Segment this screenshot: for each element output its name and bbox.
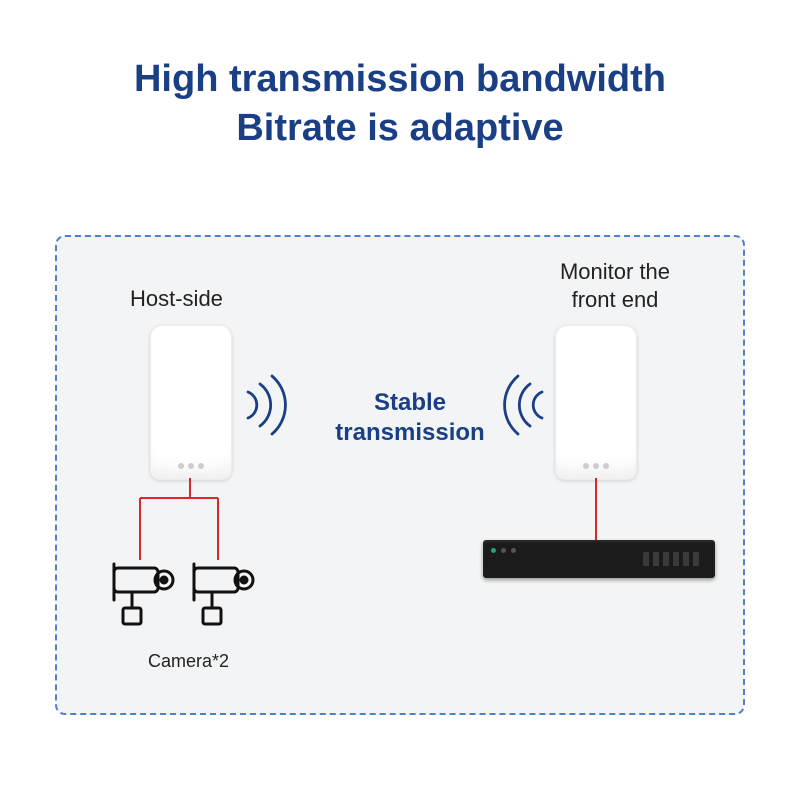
stable-line2: transmission bbox=[335, 419, 484, 446]
signal-waves-left-icon bbox=[240, 370, 300, 440]
label-monitor-line2: front end bbox=[572, 287, 659, 312]
heading-block: High transmission bandwidth Bitrate is a… bbox=[0, 0, 800, 154]
stable-line1: Stable bbox=[374, 389, 446, 416]
signal-waves-right-icon bbox=[490, 370, 550, 440]
cable-right bbox=[590, 478, 610, 544]
wireless-bridge-left bbox=[150, 325, 232, 480]
heading-line2: Bitrate is adaptive bbox=[0, 104, 800, 153]
camera-icon-1 bbox=[108, 558, 178, 638]
nvr-device-icon bbox=[483, 540, 715, 578]
label-monitor-front-end: Monitor the front end bbox=[540, 258, 690, 313]
cable-left bbox=[110, 478, 260, 568]
label-host-side: Host-side bbox=[130, 285, 223, 313]
label-monitor-line1: Monitor the bbox=[560, 259, 670, 284]
label-camera-count: Camera*2 bbox=[148, 650, 229, 673]
camera-icon-2 bbox=[188, 558, 258, 638]
heading-line1: High transmission bandwidth bbox=[0, 55, 800, 104]
label-stable-transmission: Stable transmission bbox=[330, 388, 490, 448]
wireless-bridge-right bbox=[555, 325, 637, 480]
